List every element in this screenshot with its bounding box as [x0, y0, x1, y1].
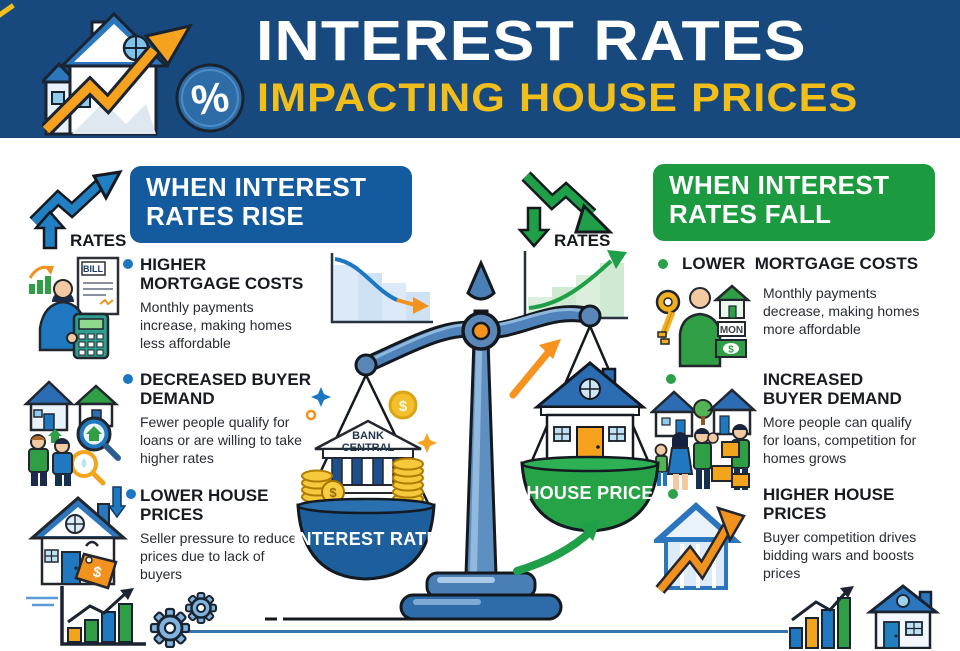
- item-title: LOWER HOUSE PRICES: [140, 486, 274, 525]
- fall-item-3: HIGHER HOUSE PRICES Buyer competition dr…: [763, 485, 921, 582]
- fall-item-1-title: LOWER MORTGAGE COSTS: [682, 254, 922, 277]
- bullet-dot: [658, 259, 668, 269]
- pan-house: [532, 361, 648, 465]
- when-rates-rise-banner: WHEN INTEREST RATES RISE: [130, 166, 412, 243]
- house-growth-chart-icon: [654, 501, 746, 594]
- interest-rate-label: INTEREST RATE: [293, 529, 439, 549]
- item-body: Monthly payments decrease, making homes …: [763, 285, 920, 338]
- percent-symbol: %: [188, 73, 232, 125]
- item-body: Seller pressure to reduce prices due to …: [140, 529, 297, 583]
- rates-down-arrow-icon: RATES: [517, 171, 614, 250]
- house-price-tag-icon: $: [28, 496, 129, 590]
- price-down-arrow-icon: [108, 486, 126, 518]
- corner-tick-decoration: [0, 3, 15, 18]
- poster-title: INTEREST RATES: [256, 9, 807, 73]
- rates-up-arrow-icon: RATES: [29, 170, 126, 250]
- bullet-dot: [126, 489, 136, 499]
- gear-icon: [185, 592, 217, 624]
- gear-icon: [149, 607, 191, 648]
- scale-base-top: [425, 571, 537, 599]
- growth-chart-gears-icon: [26, 586, 217, 648]
- rates-label: RATES: [70, 231, 126, 250]
- green-up-arrow: [513, 519, 601, 575]
- header-banner: % INTEREST RATES IMPACTING HOUSE PRICES: [0, 0, 960, 138]
- item-title: DECREASED BUYER DEMAND: [140, 370, 316, 409]
- house-percent-arrow-illustration: %: [42, 11, 245, 136]
- buyers-house-search-icon: [22, 380, 121, 486]
- growth-chart-house-icon: [789, 584, 941, 649]
- interest-rate-pan: [296, 503, 436, 581]
- item-title: HIGHER HOUSE PRICES: [763, 485, 900, 524]
- banner-line1: WHEN INTEREST: [669, 170, 890, 200]
- bill-label: BILL: [83, 264, 103, 274]
- floating-coin: [388, 390, 418, 420]
- rates-label: RATES: [554, 231, 610, 250]
- item-title: HIGHER MORTGAGE COSTS: [140, 255, 304, 294]
- footer-rule: [176, 630, 788, 633]
- scale-finial: [466, 259, 496, 301]
- key-buyer-money-icon: MON $: [655, 284, 752, 368]
- family-moving-icon: [650, 388, 758, 490]
- fall-item-2: INCREASED BUYER DEMAND More people can q…: [763, 370, 925, 467]
- fall-item-1-body: Monthly payments decrease, making homes …: [763, 284, 921, 339]
- item-body: More people can qualify for loans, compe…: [763, 413, 917, 467]
- item-title: INCREASED BUYER DEMAND: [763, 370, 902, 409]
- item-body: Monthly payments increase, making homes …: [140, 298, 292, 352]
- banner-line2: RATES FALL: [669, 199, 832, 230]
- mon-label: MON: [720, 325, 743, 336]
- bullet-dot: [666, 374, 676, 384]
- person-calculator-bill-icon: BILL: [28, 256, 120, 360]
- money-dollar: $: [728, 345, 734, 356]
- item-title: LOWER MORTGAGE COSTS: [682, 254, 919, 273]
- banner-line1: WHEN INTEREST: [146, 172, 367, 202]
- sparkle-dot: [305, 409, 317, 421]
- sparkle-orange: [417, 433, 437, 453]
- bullet-dot: [123, 374, 133, 384]
- rise-item-2: DECREASED BUYER DEMAND Fewer people qual…: [140, 370, 312, 467]
- rise-item-1: HIGHER MORTGAGE COSTS Monthly payments i…: [140, 255, 308, 352]
- bullet-dot: [668, 489, 678, 499]
- rates-decline-mini-chart: [330, 253, 433, 324]
- bank-name-line1: BANK: [352, 430, 384, 442]
- bank-name-line2: CENTRAL: [342, 442, 395, 454]
- scale-base-bottom: [399, 593, 563, 621]
- coin-dollar: $: [399, 398, 408, 415]
- when-rates-fall-banner: WHEN INTEREST RATES FALL: [653, 164, 935, 241]
- item-body: Fewer people qualify for loans or are wi…: [140, 413, 302, 467]
- balance-scale-illustration: BANK CENTRAL $ $ INTEREST RATE: [265, 250, 660, 621]
- coin-dollar: $: [329, 485, 337, 500]
- sparkle-blue: [311, 387, 331, 407]
- item-body: Buyer competition drives bidding wars an…: [763, 528, 917, 582]
- orange-up-arrow: [509, 339, 561, 399]
- banner-line2: RATES RISE: [146, 201, 305, 232]
- poster-subtitle: IMPACTING HOUSE PRICES: [257, 76, 859, 120]
- bullet-dot: [123, 259, 133, 269]
- house-price-label: HOUSE PRICE: [526, 483, 653, 503]
- rise-item-3: LOWER HOUSE PRICES Seller pressure to re…: [140, 486, 308, 583]
